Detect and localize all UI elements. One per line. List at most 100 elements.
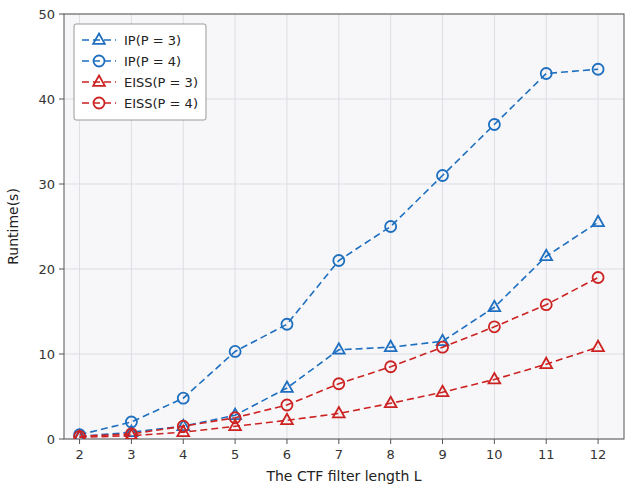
- grid-line-x: [390, 14, 391, 439]
- point: [540, 358, 552, 368]
- point: [489, 119, 500, 130]
- y-tick: [59, 99, 64, 100]
- legend-label: EISS(P = 3): [124, 75, 198, 90]
- grid-line-y: [64, 184, 624, 185]
- y-tick: [59, 184, 64, 185]
- point: [333, 255, 344, 266]
- x-tick-label: 2: [75, 447, 83, 462]
- point: [126, 428, 137, 439]
- point: [437, 342, 448, 353]
- point: [333, 407, 345, 417]
- y-tick: [59, 269, 64, 270]
- x-tick: [338, 439, 339, 444]
- grid-line-x: [338, 14, 339, 439]
- y-tick-label: 20: [38, 262, 55, 277]
- x-tick: [598, 439, 599, 444]
- grid-line-x: [286, 14, 287, 439]
- legend: IP(P = 3) IP(P = 4) EISS(P = 3) EISS(P = 4): [74, 24, 206, 120]
- x-tick: [494, 439, 495, 444]
- x-tick-label: 7: [335, 447, 343, 462]
- plot-background: [64, 14, 624, 439]
- x-tick: [79, 439, 80, 444]
- x-tick: [546, 439, 547, 444]
- point: [281, 319, 292, 330]
- axes: 2 3 4 5 6 7 8 9 10 11 12 0 10 20 30 40 50: [38, 7, 606, 463]
- grid-line-x: [546, 14, 547, 439]
- x-tick-label: 8: [387, 447, 395, 462]
- point: [385, 341, 397, 351]
- point: [541, 299, 552, 310]
- point: [541, 68, 552, 79]
- y-tick: [59, 354, 64, 355]
- y-axis-label: Runtime(s): [5, 188, 21, 265]
- point: [74, 431, 85, 439]
- series-line: [80, 347, 599, 437]
- point: [593, 64, 604, 75]
- point: [592, 341, 604, 351]
- y-tick-label: 50: [38, 7, 55, 22]
- legend-marker: [93, 34, 105, 44]
- series-line: [80, 278, 599, 437]
- point: [178, 393, 189, 404]
- point: [333, 343, 345, 353]
- x-axis-label: The CTF filter length L: [265, 468, 421, 484]
- legend-swatch: [82, 60, 116, 62]
- point: [281, 382, 293, 392]
- point: [74, 431, 86, 439]
- y-tick: [59, 439, 64, 440]
- x-tick-label: 6: [283, 447, 291, 462]
- legend-swatch: [82, 81, 116, 83]
- x-tick-label: 4: [179, 447, 187, 462]
- point: [281, 400, 292, 411]
- point: [178, 421, 189, 432]
- legend-swatch: [82, 102, 116, 104]
- series-line: [80, 222, 599, 436]
- point: [385, 221, 396, 232]
- y-tick-label: 40: [38, 92, 55, 107]
- point: [437, 170, 448, 181]
- legend-label: IP(P = 3): [124, 33, 181, 48]
- x-tick: [235, 439, 236, 444]
- plot-frame: [64, 14, 624, 439]
- y-tick-label: 0: [47, 432, 55, 447]
- x-tick-label: 11: [538, 447, 555, 462]
- legend-swatch: [82, 39, 116, 41]
- legend-label: IP(P = 4): [124, 54, 181, 69]
- point: [385, 397, 397, 407]
- x-tick: [183, 439, 184, 444]
- legend-label: EISS(P = 4): [124, 96, 198, 111]
- x-tick-label: 12: [590, 447, 607, 462]
- point: [489, 321, 500, 332]
- legend-box: [74, 24, 206, 120]
- x-tick-label: 3: [127, 447, 135, 462]
- y-tick: [59, 14, 64, 15]
- x-tick: [442, 439, 443, 444]
- grid-line-x: [235, 14, 236, 439]
- point: [385, 361, 396, 372]
- grid-line-x: [442, 14, 443, 439]
- x-tick-label: 5: [231, 447, 239, 462]
- point: [126, 417, 137, 428]
- y-tick-label: 30: [38, 177, 55, 192]
- point: [230, 346, 241, 357]
- point: [540, 250, 552, 260]
- point: [489, 373, 501, 383]
- point: [489, 301, 501, 311]
- series-line: [80, 69, 599, 435]
- x-tick: [286, 439, 287, 444]
- legend-marker: [94, 56, 105, 67]
- point: [592, 216, 604, 226]
- legend-marker: [94, 98, 105, 109]
- point: [230, 412, 241, 423]
- chart: 2 3 4 5 6 7 8 9 10 11 12 0 10 20 30 40 50 The CTF filter …: [0, 0, 640, 493]
- point: [333, 378, 344, 389]
- point: [281, 414, 293, 424]
- x-tick-label: 10: [486, 447, 503, 462]
- legend-marker: [93, 76, 105, 86]
- y-tick-label: 10: [38, 347, 55, 362]
- x-tick: [390, 439, 391, 444]
- point: [437, 386, 449, 396]
- grid: [64, 14, 624, 439]
- x-tick: [131, 439, 132, 444]
- x-tick-label: 9: [438, 447, 446, 462]
